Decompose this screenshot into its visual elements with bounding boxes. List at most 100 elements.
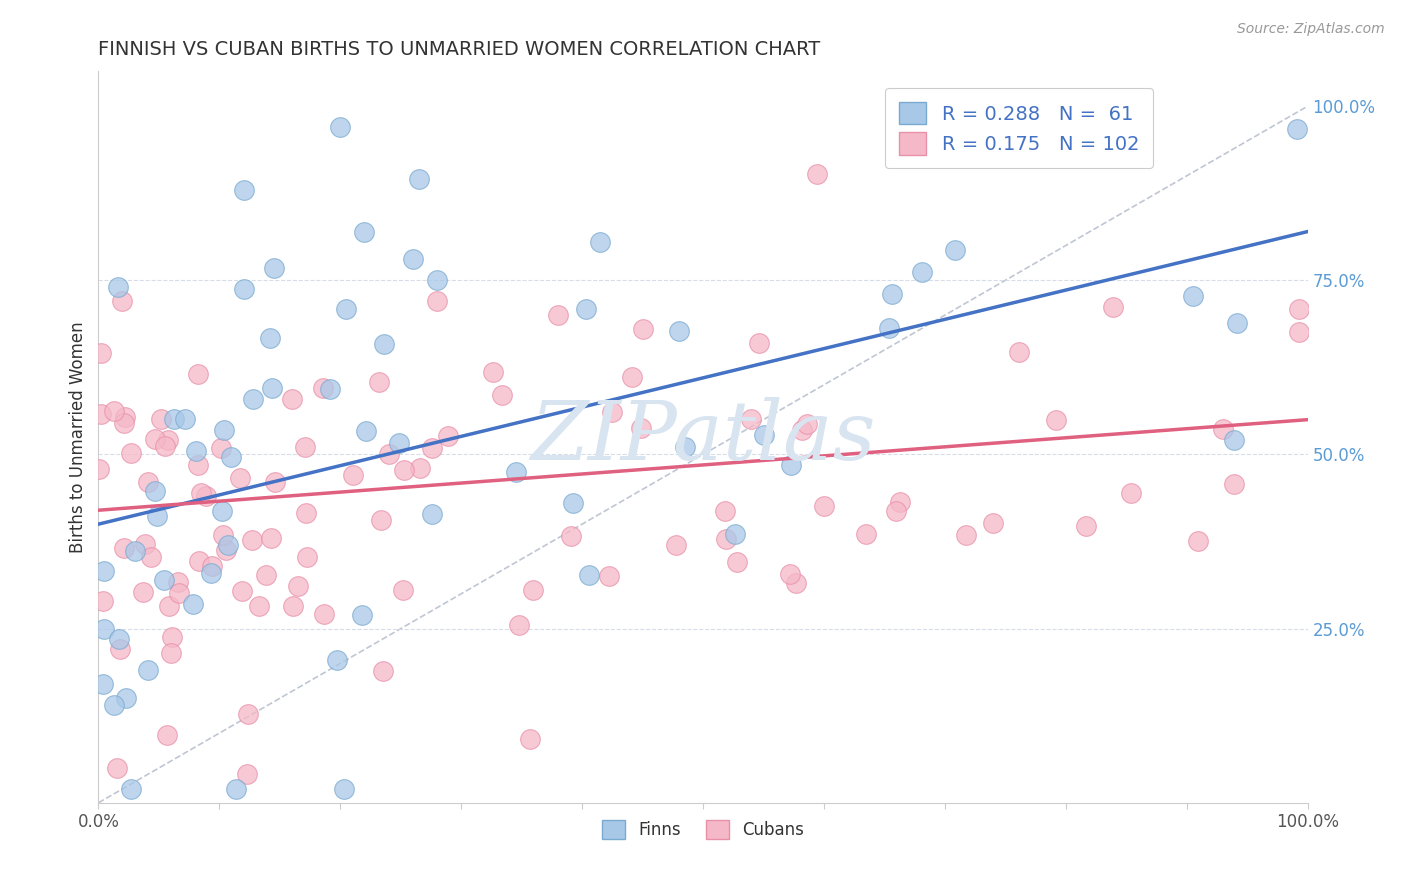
Point [156, 728, 179, 742]
Point [287, 579, 309, 593]
Point [149, 412, 172, 426]
Point [1008, 345, 1031, 359]
Point [120, 445, 142, 459]
Point [87, 462, 110, 476]
Point [394, 463, 416, 477]
Point [281, 599, 304, 613]
Point [368, 375, 391, 389]
Point [560, 529, 582, 543]
Point [335, 302, 357, 317]
Legend: Finns, Cubans: Finns, Cubans [595, 814, 811, 846]
Point [187, 554, 209, 568]
Point [260, 531, 283, 545]
Point [673, 440, 696, 454]
Point [134, 537, 156, 551]
Point [779, 567, 801, 582]
Point [91, 677, 114, 691]
Point [1223, 477, 1246, 491]
Point [195, 489, 218, 503]
Point [436, 428, 458, 442]
Point [392, 583, 415, 598]
Point [482, 365, 505, 379]
Point [190, 486, 212, 500]
Point [1187, 534, 1209, 549]
Point [167, 575, 190, 590]
Point [136, 663, 159, 677]
Point [120, 781, 142, 796]
Text: FINNISH VS CUBAN BIRTHS TO UNMARRIED WOMEN CORRELATION CHART: FINNISH VS CUBAN BIRTHS TO UNMARRIED WOM… [98, 39, 821, 59]
Point [508, 618, 530, 632]
Point [714, 533, 737, 547]
Point [157, 433, 180, 447]
Point [806, 167, 828, 181]
Point [232, 183, 254, 197]
Point [748, 336, 770, 351]
Point [110, 294, 132, 309]
Point [238, 707, 260, 722]
Point [955, 528, 977, 542]
Point [1288, 325, 1310, 339]
Point [153, 573, 176, 587]
Point [249, 599, 271, 613]
Point [187, 367, 209, 381]
Point [600, 405, 623, 419]
Point [373, 337, 395, 351]
Point [562, 496, 585, 510]
Point [813, 499, 835, 513]
Point [371, 664, 394, 678]
Point [235, 767, 257, 781]
Point [388, 435, 411, 450]
Point [163, 411, 186, 425]
Point [312, 381, 335, 395]
Point [342, 467, 364, 482]
Point [1101, 300, 1123, 314]
Point [1288, 302, 1310, 317]
Point [714, 504, 737, 518]
Point [877, 321, 900, 335]
Point [943, 243, 966, 257]
Point [420, 441, 443, 455]
Point [792, 424, 814, 438]
Point [408, 172, 430, 186]
Point [294, 440, 316, 454]
Point [225, 781, 247, 796]
Point [91, 594, 114, 608]
Point [855, 527, 877, 541]
Point [215, 542, 238, 557]
Point [725, 555, 748, 569]
Point [184, 444, 207, 458]
Text: ZIPatlas: ZIPatlas [530, 397, 876, 477]
Point [1226, 316, 1249, 330]
Point [242, 392, 264, 406]
Point [884, 504, 907, 518]
Point [333, 781, 356, 796]
Point [409, 461, 432, 475]
Point [1212, 422, 1234, 436]
Point [420, 508, 443, 522]
Point [108, 632, 131, 646]
Point [378, 447, 401, 461]
Point [114, 410, 136, 425]
Point [575, 302, 598, 317]
Point [136, 475, 159, 489]
Point [187, 458, 209, 473]
Point [259, 330, 281, 344]
Point [105, 761, 128, 775]
Point [402, 252, 425, 267]
Point [231, 583, 253, 598]
Point [295, 506, 318, 520]
Point [1119, 486, 1142, 500]
Point [167, 585, 190, 599]
Point [90, 407, 112, 421]
Point [1181, 289, 1204, 303]
Point [131, 585, 153, 599]
Point [578, 568, 600, 582]
Point [174, 411, 197, 425]
Point [157, 599, 180, 613]
Point [983, 516, 1005, 531]
Point [228, 471, 250, 485]
Point [519, 732, 541, 747]
Point [160, 631, 183, 645]
Point [1223, 433, 1246, 447]
Point [665, 538, 688, 552]
